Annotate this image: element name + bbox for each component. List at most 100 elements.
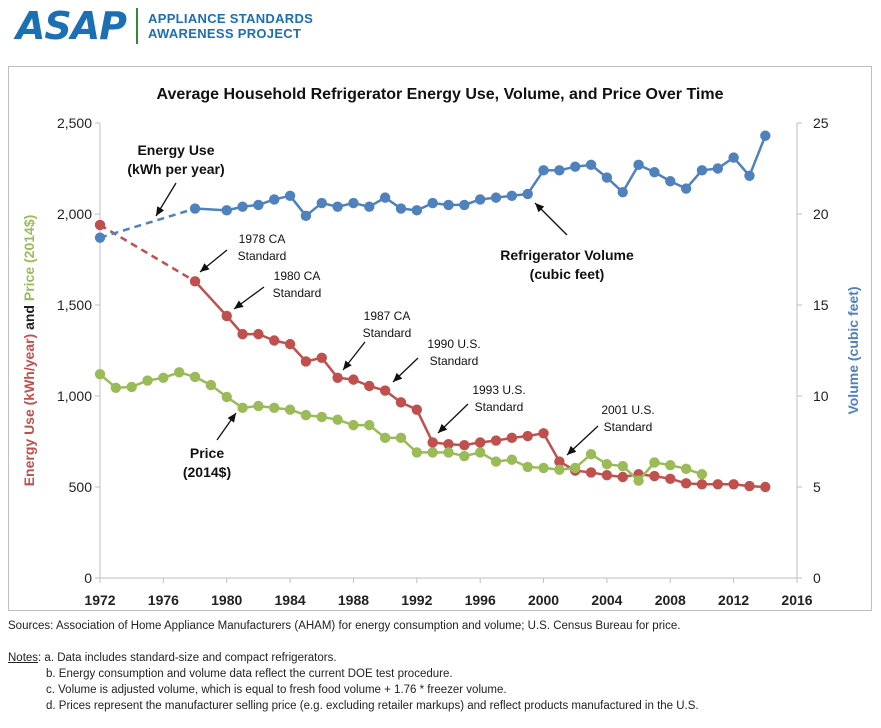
standard-1990-label: 1990 U.S. Standard [427, 337, 480, 368]
y-tick-label-right: 15 [813, 297, 829, 313]
price-point [427, 447, 438, 458]
energy-series [94, 219, 771, 493]
energy-point [760, 481, 771, 493]
energy-point [474, 437, 486, 448]
standard-1980-label-line: Standard [273, 286, 322, 300]
price-point [411, 447, 423, 458]
volume-point [680, 183, 692, 194]
price-label-line: Price [190, 445, 224, 461]
y-axis-label-part: Price (2014$) [21, 215, 37, 301]
price-point [94, 368, 106, 380]
energy-point [94, 219, 106, 231]
x-tick-label: 1976 [148, 592, 179, 608]
price-point [459, 450, 470, 462]
y-axis-label-left: Energy Use (kWh/year) and Price (2014$) [21, 215, 37, 487]
standard-2001-arrow-head [567, 445, 577, 455]
volume-label-line: Refrigerator Volume [500, 247, 634, 263]
energy-point [712, 479, 723, 490]
price-point [585, 449, 597, 460]
standard-1978-arrow-head [200, 263, 210, 272]
header: ASAP APPLIANCE STANDARDS AWARENESS PROJE… [16, 4, 314, 48]
volume-point [364, 201, 375, 212]
price-point [665, 459, 676, 471]
x-tick-label: 1988 [338, 592, 369, 608]
energy-point [284, 338, 296, 350]
energy-point [316, 352, 327, 363]
volume-label: Refrigerator Volume (cubic feet) [500, 247, 634, 282]
volume-point [395, 203, 407, 214]
volume-point [665, 176, 676, 187]
energy-segment [99, 223, 196, 283]
volume-point [269, 194, 280, 205]
volume-point [633, 159, 644, 171]
volume-point [506, 190, 518, 201]
y-axis-label-part: Energy Use (kWh/year) [21, 334, 37, 487]
y-tick-label-right: 25 [813, 115, 829, 131]
energy-point [221, 310, 232, 322]
footer: Sources: Association of Home Appliance M… [8, 620, 699, 714]
volume-point [427, 197, 438, 209]
standard-1987-label-line: 1987 CA [364, 309, 411, 323]
energy-point [364, 380, 375, 392]
standard-1993-label-line: Standard [475, 400, 524, 414]
price-point [680, 463, 692, 474]
standard-1987-label: 1987 CA Standard [363, 309, 412, 340]
price-point [696, 469, 708, 480]
volume-point [443, 199, 454, 211]
price-point [189, 371, 201, 383]
price-point [348, 419, 359, 431]
volume-point [490, 192, 502, 203]
notes-item-d: d. Prices represent the manufacturer sel… [46, 698, 699, 714]
volume-point [459, 199, 470, 211]
price-point [142, 375, 153, 386]
energy-point [395, 397, 407, 408]
y-tick-label-left: 1,500 [57, 297, 92, 313]
energy-point [728, 479, 739, 490]
x-tick-label: 2000 [528, 592, 559, 608]
price-point [570, 462, 581, 474]
refrigerator-chart: Average Household Refrigerator Energy Us… [21, 86, 861, 608]
y-tick-label-left: 0 [84, 570, 92, 586]
energy-label-line: (kWh per year) [127, 161, 224, 177]
standard-2001-label: 2001 U.S. Standard [601, 403, 654, 434]
volume-segment [99, 207, 196, 239]
note-text: d. Prices represent the manufacturer sel… [46, 700, 699, 712]
standard-1993-label: 1993 U.S. Standard [472, 383, 525, 414]
price-point [395, 432, 407, 444]
y-axis-label-right: Volume (cubic feet) [845, 286, 861, 414]
notes-label: Notes [8, 652, 39, 664]
note-text: : a. Data includes standard-size and com… [38, 652, 337, 664]
price-point [269, 402, 280, 414]
volume-label-arrow-head [535, 203, 545, 213]
volume-point [554, 165, 565, 176]
x-tick-label: 1980 [211, 592, 242, 608]
notes: Notes: a. Data includes standard-size an… [8, 650, 699, 714]
price-point [221, 391, 232, 403]
price-point [205, 379, 217, 391]
price-point [554, 464, 565, 475]
volume-point [712, 163, 723, 174]
price-point [300, 409, 312, 421]
annotations: Energy Use (kWh per year) Refrigerator Vol… [127, 142, 654, 480]
chart-title: Average Household Refrigerator Energy Us… [157, 86, 724, 103]
energy-point [554, 456, 565, 467]
volume-point [237, 201, 248, 212]
energy-point [744, 480, 755, 492]
org-name-line1: APPLIANCE STANDARDS [148, 11, 314, 26]
energy-point [538, 428, 549, 439]
x-tick-label: 1996 [465, 592, 496, 608]
chart-frame [8, 66, 872, 611]
energy-point [617, 471, 628, 483]
energy-point [506, 432, 518, 444]
x-tick-label: 2016 [781, 592, 812, 608]
x-tick-label: 2008 [655, 592, 686, 608]
energy-point [300, 356, 312, 367]
standard-2001-label-line: Standard [604, 420, 653, 434]
x-tick-label: 2012 [718, 592, 749, 608]
price-point [474, 447, 486, 458]
asap-logo: ASAP [16, 4, 127, 48]
y-tick-label-right: 10 [813, 388, 829, 404]
standard-1993-label-line: 1993 U.S. [472, 383, 525, 397]
energy-point [348, 374, 359, 385]
price-point [237, 402, 248, 414]
